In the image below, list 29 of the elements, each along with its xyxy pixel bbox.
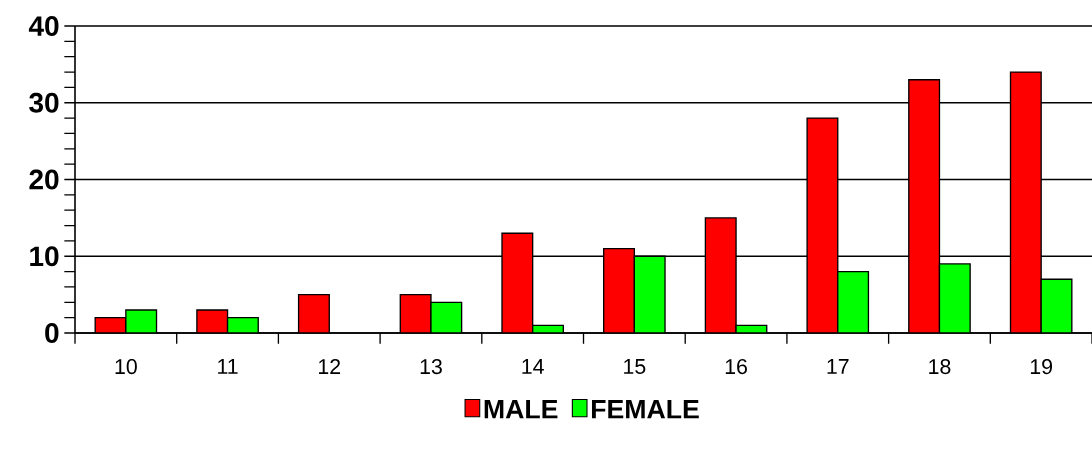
- y-tick-label: 0: [45, 323, 59, 343]
- x-tick-label: 18: [929, 359, 951, 375]
- x-tick-label: 13: [420, 359, 442, 375]
- bar: [297, 293, 330, 333]
- bar: [633, 255, 666, 333]
- bar: [1009, 71, 1042, 333]
- y-tick-label: 20: [29, 169, 59, 190]
- legend-label: FEMALE: [591, 400, 699, 419]
- y-tick-label: 30: [29, 92, 59, 113]
- x-tick-label: 14: [522, 359, 544, 374]
- bar: [704, 217, 737, 333]
- x-tick-label: 15: [624, 359, 646, 374]
- bar: [806, 117, 839, 333]
- bar: [837, 270, 870, 333]
- bar: [603, 247, 636, 333]
- x-tick-label: 19: [1030, 359, 1053, 375]
- bar: [399, 293, 432, 333]
- y-tick-label: 10: [30, 246, 59, 267]
- bar: [501, 232, 534, 333]
- x-tick-label: 11: [218, 359, 238, 374]
- y-tick-label: 40: [28, 16, 59, 36]
- bar: [908, 79, 941, 333]
- legend-label: MALE: [484, 400, 558, 419]
- x-tick-label: 16: [725, 359, 747, 375]
- bar: [938, 263, 971, 333]
- x-tick-label: 12: [319, 359, 341, 374]
- x-tick-label: 10: [115, 359, 137, 375]
- bar: [1040, 278, 1073, 333]
- x-tick-label: 17: [827, 359, 849, 374]
